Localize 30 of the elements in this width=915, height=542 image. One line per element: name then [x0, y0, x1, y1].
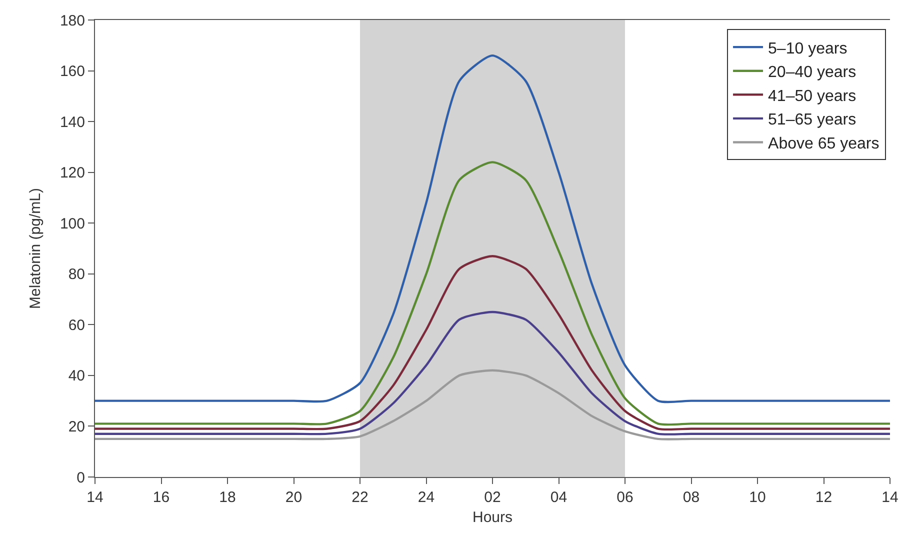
x-tick-label: 08	[682, 489, 700, 506]
y-tick-label: 180	[60, 12, 85, 30]
x-tick-label: 16	[152, 489, 170, 506]
x-tick-label: 14	[86, 489, 104, 506]
legend-label: 41–50 years	[768, 88, 856, 105]
x-tick-label: 10	[749, 489, 766, 506]
y-tick-label: 160	[60, 63, 85, 80]
x-tick-label: 20	[285, 489, 302, 506]
y-tick-label: 40	[68, 368, 85, 385]
y-tick-label: 140	[60, 114, 85, 131]
x-tick-label: 18	[219, 489, 236, 506]
x-tick-label: 12	[815, 489, 832, 506]
x-tick-label: 24	[418, 489, 435, 506]
x-tick-label: 02	[484, 489, 501, 506]
x-tick-label: 04	[550, 489, 568, 506]
x-tick-label: 22	[352, 489, 368, 506]
legend-label: 51–65 years	[768, 112, 856, 129]
x-axis-title: Hours	[472, 509, 513, 526]
legend-label: 20–40 years	[768, 64, 856, 82]
y-tick-label: 120	[60, 164, 85, 182]
y-tick-label: 100	[60, 215, 85, 232]
legend-label: 5–10 years	[768, 40, 848, 58]
legend-label: Above 65 years	[768, 135, 880, 152]
y-tick-label: 0	[76, 469, 85, 486]
y-tick-label: 20	[68, 418, 85, 436]
x-tick-label: 14	[882, 489, 898, 506]
x-tick-label: 06	[616, 489, 634, 506]
y-tick-label: 60	[68, 316, 85, 334]
y-tick-label: 80	[68, 266, 85, 284]
y-axis-title: Melatonin (pg/mL)	[27, 188, 44, 309]
